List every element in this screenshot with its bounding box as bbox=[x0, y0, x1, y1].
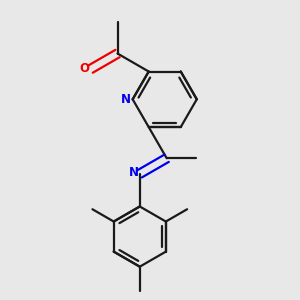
Text: O: O bbox=[80, 61, 90, 75]
Text: N: N bbox=[129, 166, 139, 179]
Text: N: N bbox=[121, 93, 130, 106]
